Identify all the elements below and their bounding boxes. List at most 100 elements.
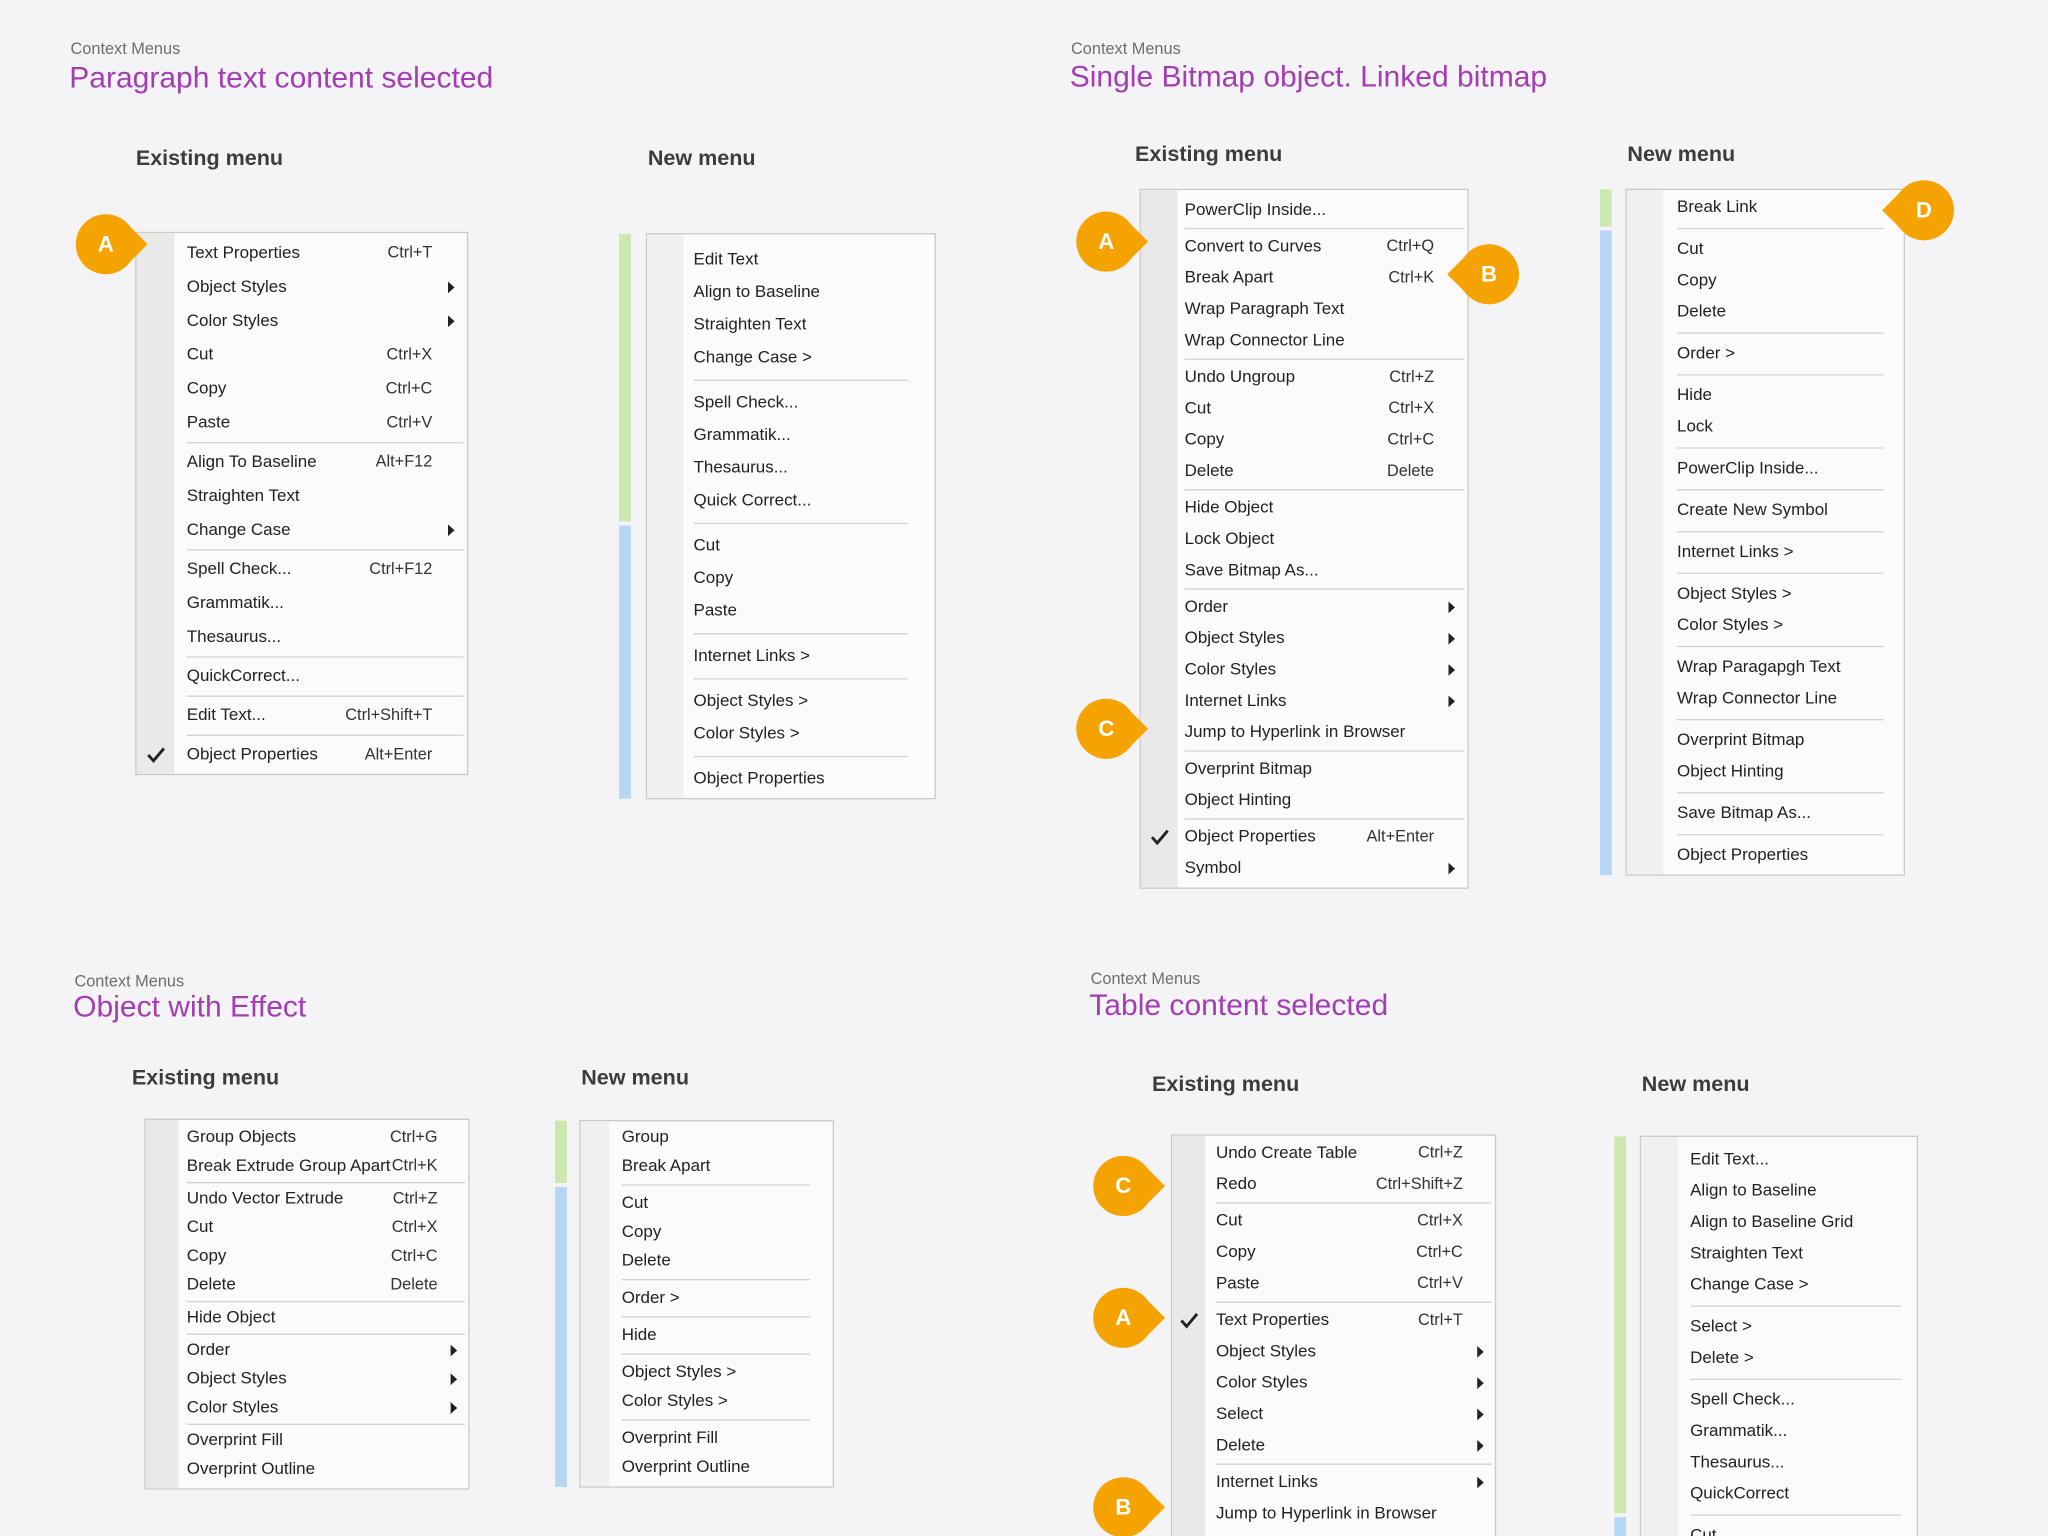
menu-item: Color Styles > — [1677, 615, 1783, 634]
menu-item: Order > — [1677, 343, 1735, 362]
panel-title: Object with Effect — [73, 990, 307, 1023]
badge-letter: B — [1115, 1494, 1131, 1519]
menu-shortcut: Ctrl+C — [1387, 430, 1434, 448]
menu-item: PowerClip Inside... — [1185, 200, 1326, 219]
menu-item: Copy — [622, 1222, 662, 1241]
menu-item: Hide Object — [187, 1307, 276, 1326]
submenu-arrow — [450, 1402, 458, 1414]
menu-item: Object Properties — [694, 769, 825, 788]
menu-item: Cut — [622, 1193, 649, 1212]
menu-shortcut: Ctrl+X — [1417, 1212, 1463, 1230]
menu-item: Save Bitmap As... — [1677, 803, 1811, 822]
menu-item: Group — [622, 1127, 669, 1146]
menu-box — [645, 233, 936, 800]
menu-item: Straighten Text — [694, 315, 807, 334]
submenu-arrow — [450, 1344, 458, 1357]
menu-item: Internet Links > — [694, 646, 811, 665]
existing-menu: Text Properties Ctrl+T Object Styles Color … — [135, 231, 469, 776]
panel-title: Paragraph text content selected — [69, 62, 493, 95]
menu-box — [135, 231, 469, 776]
menu-item: Color Styles — [187, 311, 278, 330]
menu-item: Copy — [187, 379, 227, 398]
menu-shortcut: Ctrl+V — [387, 413, 433, 431]
menu-item: Group Objects — [187, 1127, 296, 1146]
menu-shortcut: Alt+F12 — [376, 453, 433, 471]
panel-title: Table content selected — [1089, 989, 1388, 1022]
menu-item: Object Hinting — [1185, 790, 1292, 809]
menu-item: PowerClip Inside... — [1677, 458, 1818, 477]
menu-item: Edit Text... — [1690, 1149, 1769, 1168]
menu-item: Copy — [1677, 270, 1717, 289]
menu-item: Redo — [1216, 1174, 1257, 1193]
menu-item: QuickCorrect... — [187, 666, 300, 685]
menu-item: Break Extrude Group Apart — [187, 1156, 391, 1175]
menu-shortcut: Ctrl+T — [387, 244, 432, 262]
menu-heading: Existing menu — [1135, 141, 1282, 166]
menu-item: Copy — [1185, 430, 1225, 449]
menu-item: Spell Check... — [187, 559, 292, 578]
highlight-strip-blue — [1599, 230, 1612, 876]
menu-item: Break Link — [1677, 197, 1758, 216]
submenu-arrow — [1477, 1377, 1484, 1390]
menu-item: Overprint Fill — [622, 1428, 718, 1447]
badge-circle — [1458, 244, 1520, 305]
badge-letter: D — [1916, 197, 1932, 222]
menu-item: Hide Object — [1185, 498, 1274, 517]
existing-menu: Undo Create Table Ctrl+Z Redo Ctrl+Shift+Z C… — [1170, 1134, 1497, 1536]
menu-heading: New menu — [581, 1065, 689, 1090]
callout-badge: B — [1447, 244, 1520, 305]
menu-item: Delete — [622, 1251, 671, 1270]
menu-item: Edit Text... — [187, 705, 266, 724]
menu-item: Save Bitmap As... — [1185, 560, 1319, 579]
menu-shortcut: Ctrl+Z — [393, 1189, 438, 1207]
menu-item: Object Styles — [187, 277, 287, 296]
menu-item: Color Styles — [187, 1397, 278, 1416]
menu-item: Change Case > — [1690, 1275, 1808, 1294]
menu-item: Object Styles — [187, 1369, 287, 1388]
menu-gutter — [1140, 190, 1178, 888]
existing-menu: Group Objects Ctrl+G Break Extrude Group A… — [144, 1118, 470, 1490]
callout-badge: D — [1882, 180, 1954, 241]
submenu-arrow — [447, 281, 455, 294]
new-menu: Break Link Cut Copy Delete Order > Hide Lock Po… — [1599, 188, 1905, 876]
submenu-arrow — [1477, 1476, 1484, 1489]
submenu-arrow — [1448, 601, 1456, 614]
menu-shortcut: Ctrl+C — [1416, 1243, 1463, 1261]
menu-item: Overprint Bitmap — [1677, 730, 1804, 749]
submenu-arrow — [447, 524, 455, 537]
menu-shortcut: Ctrl+Shift+Z — [1376, 1175, 1463, 1193]
menu-shortcut: Ctrl+Z — [1389, 368, 1434, 386]
menu-item: Delete — [1185, 461, 1234, 480]
menu-item: Text Properties — [187, 243, 300, 262]
menu-item: Cut — [1690, 1525, 1717, 1536]
menu-shortcut: Alt+Enter — [365, 745, 433, 763]
menu-item: Overprint Outline — [622, 1457, 750, 1476]
eyebrow: Context Menus — [1091, 970, 1201, 988]
existing-menu: PowerClip Inside... Convert to Curves Ctrl… — [1139, 188, 1469, 889]
menu-item: Undo Vector Extrude — [187, 1189, 344, 1208]
menu-item: Thesaurus... — [187, 627, 281, 646]
menu-item: Jump to Hyperlink in Browser — [1216, 1503, 1437, 1522]
menu-gutter — [1641, 1136, 1678, 1536]
menu-heading: Existing menu — [1152, 1071, 1299, 1096]
menu-shortcut: Ctrl+T — [1418, 1311, 1463, 1329]
menu-shortcut: Ctrl+K — [392, 1157, 438, 1175]
highlight-strip-green — [555, 1120, 567, 1184]
menu-item: Copy — [187, 1246, 227, 1265]
callout-badge: A — [75, 214, 148, 275]
badge-letter: A — [1098, 229, 1114, 254]
callout-badge: A — [1093, 1287, 1166, 1348]
menu-item: Object Styles > — [1677, 584, 1792, 603]
badge-circle — [1893, 180, 1954, 241]
badge-letter: C — [1098, 716, 1114, 741]
menu-shortcut: Ctrl+G — [390, 1128, 438, 1146]
menu-shortcut: Ctrl+X — [387, 346, 433, 364]
badge-circle — [1076, 698, 1137, 759]
callout-badge: C — [1076, 698, 1149, 759]
menu-item: Color Styles — [1185, 660, 1276, 679]
menu-item: Wrap Connector Line — [1185, 330, 1345, 349]
menu-item: Delete > — [1690, 1348, 1754, 1367]
badge-circle — [1076, 211, 1137, 272]
